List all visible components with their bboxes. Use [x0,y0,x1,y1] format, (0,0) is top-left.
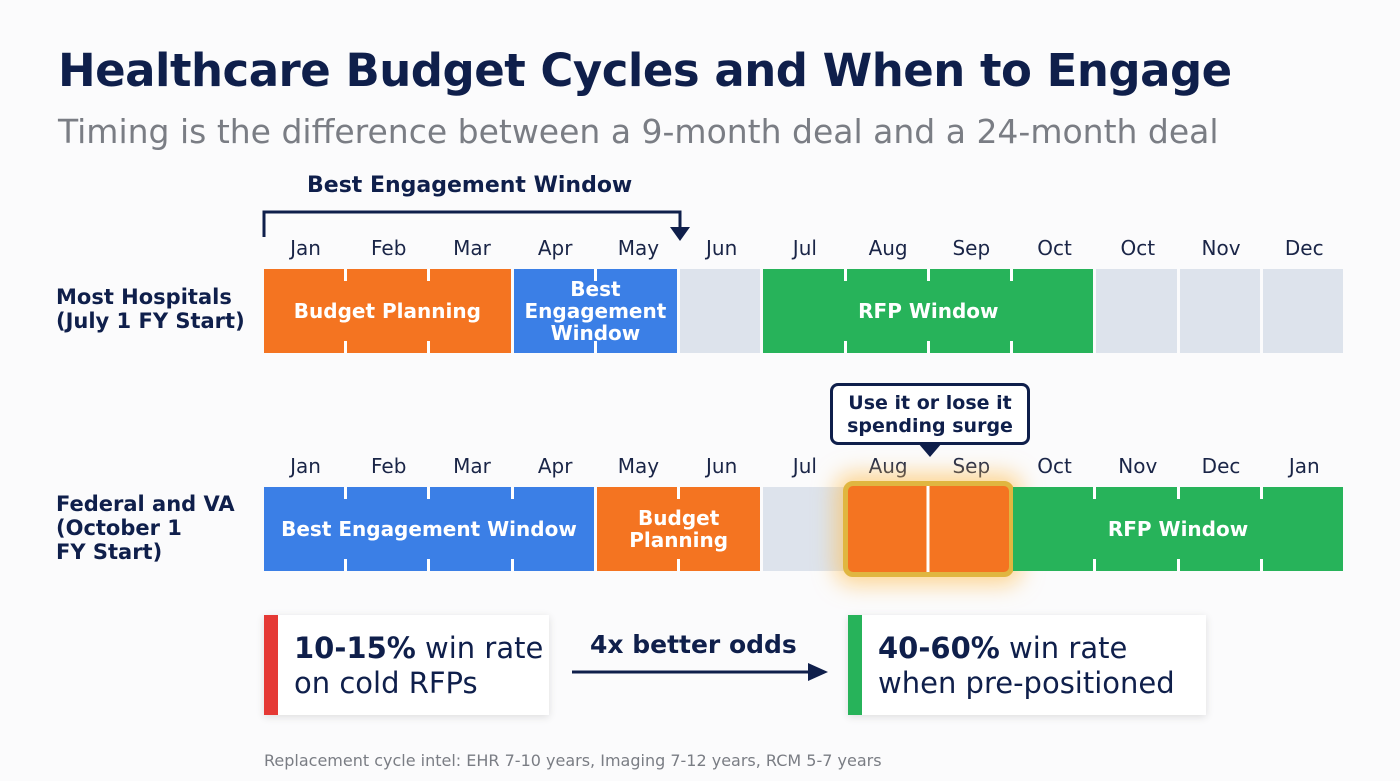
month-tick [1259,487,1263,499]
month-tick [344,269,348,281]
empty-segment [1179,269,1260,353]
month-label: Dec [1201,454,1241,478]
month-tick [344,559,348,571]
month-label: Jun [706,236,738,260]
callout-box: Use it or lose it spending surge [830,383,1030,445]
rfp-window-segment: RFP Window [763,269,1094,353]
month-label: Mar [453,454,491,478]
month-label: May [617,236,660,260]
prepositioned-win-rate: 40-60% [878,631,1000,665]
bracket-arrow-icon [262,210,690,241]
month-tick [427,269,431,281]
month-label: Jul [792,454,817,478]
month-label: Feb [371,236,407,260]
card-text: when pre-positioned [878,666,1175,700]
row2-label-line: Federal and VA [56,492,235,516]
segment-label: Budget Planning [293,299,481,323]
month-tick [427,487,431,499]
segment-label: Budget Planning [629,506,729,552]
month-label: Feb [371,454,407,478]
callout-pointer-icon [918,443,942,457]
segment-label: RFP Window [1107,517,1249,541]
month-tick [427,559,431,571]
cold-win-rate: 10-15% [294,631,416,665]
row1-label: Most Hospitals (July 1 FY Start) [56,285,245,333]
footer-note: Replacement cycle intel: EHR 7-10 years,… [264,751,882,770]
rfp-window-segment: RFP Window [1013,487,1343,571]
month-label: Oct [1120,236,1156,260]
best-engagement-window-segment: Best Engagement Window [513,269,678,353]
page-subtitle: Timing is the difference between a 9-mon… [58,112,1219,151]
month-tick [593,269,597,281]
arrow-label: 4x better odds [590,630,797,659]
prepositioned-card: 40-60% win rate when pre-positioned [848,615,1206,715]
arrow-right-icon [572,663,828,681]
month-tick [843,269,847,281]
month-label: May [617,454,660,478]
green-accent-bar [848,615,862,715]
row1-label-line: (July 1 FY Start) [56,309,245,333]
month-label: Jan [290,236,321,260]
empty-segment [763,487,844,571]
month-tick [427,341,431,353]
month-label: Apr [537,236,573,260]
month-label: Dec [1284,236,1324,260]
month-label: Oct [1037,454,1072,478]
row2-label-line: FY Start) [56,540,163,564]
month-label: Jan [1288,454,1320,478]
empty-segment [1262,269,1343,353]
month-tick [1010,341,1014,353]
month-tick [843,341,847,353]
budget-planning-segment: Budget Planning [264,269,511,353]
month-tick [510,487,514,499]
empty-segment [680,269,761,353]
bracket-label: Best Engagement Window [307,173,633,198]
month-label: Apr [537,454,573,478]
empty-segment [842,481,1015,577]
month-label: Jan [290,454,321,478]
month-tick [677,559,681,571]
red-accent-bar [264,615,278,715]
month-label: Nov [1201,236,1241,260]
best-engagement-window-segment: Best Engagement Window [264,487,594,571]
month-label: Aug [868,454,908,478]
month-tick [1093,559,1097,571]
month-label: Mar [453,236,491,260]
segment-label: RFP Window [858,299,999,323]
row2-label-line: (October 1 [56,516,182,540]
month-label: Sep [952,236,991,260]
month-label: Jun [706,454,738,478]
page-title: Healthcare Budget Cycles and When to Eng… [58,44,1232,97]
month-tick [344,487,348,499]
callout-text: Use it or lose it spending surge [847,392,1013,437]
month-tick [926,269,930,281]
cold-rfp-card: 10-15% win rate on cold RFPs [264,615,549,715]
month-label: Aug [868,236,908,260]
month-label: Nov [1118,454,1158,478]
empty-segment [1096,269,1177,353]
card-text: win rate [999,631,1128,665]
month-tick [1259,559,1263,571]
month-label: Sep [952,454,991,478]
month-tick [926,341,930,353]
row1-label-line: Most Hospitals [56,285,232,309]
month-tick [593,341,597,353]
month-tick [1176,559,1180,571]
segment-label: Best Engagement Window [524,277,667,345]
month-tick [344,341,348,353]
month-tick [510,559,514,571]
card-text: win rate [415,631,544,665]
budget-planning-segment: Budget Planning [596,487,761,571]
month-tick [1010,269,1014,281]
month-label: Oct [1037,236,1072,260]
card-text: on cold RFPs [294,666,478,700]
month-tick [677,487,681,499]
month-label: Jul [792,236,817,260]
month-tick [1093,487,1097,499]
month-divider [926,486,930,572]
row2-label: Federal and VA (October 1 FY Start) [56,492,235,564]
month-tick [1176,487,1180,499]
segment-label: Best Engagement Window [281,517,577,541]
